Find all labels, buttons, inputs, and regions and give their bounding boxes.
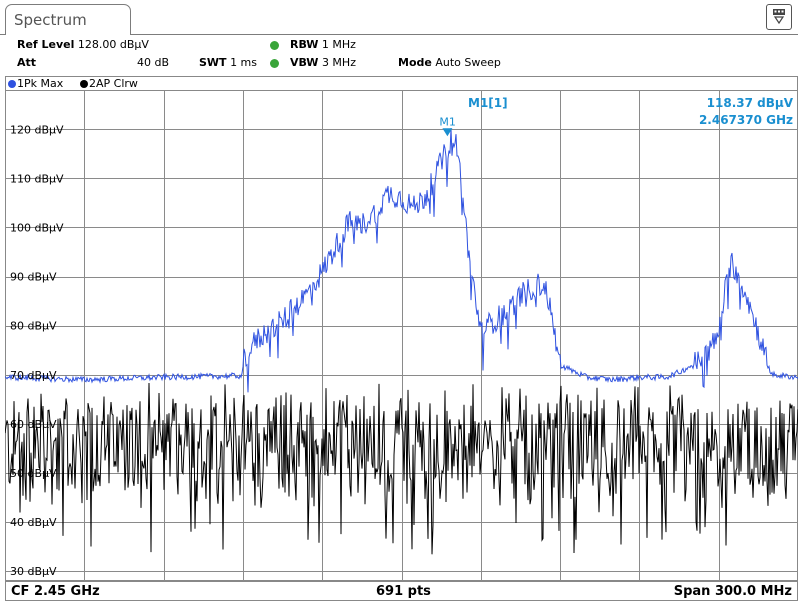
status-footer: CF 2.45 GHz 691 pts Span 300.0 MHz bbox=[5, 581, 798, 601]
tab-bar: Spectrum bbox=[0, 0, 798, 36]
trace1-label[interactable]: 1Pk Max bbox=[17, 77, 64, 90]
ref-level-value: 128.00 dBµV bbox=[77, 38, 149, 51]
y-tick-label: 90 dBµV bbox=[10, 271, 57, 284]
trace2-dot-icon bbox=[80, 80, 88, 88]
trace-1pk-max bbox=[4, 128, 798, 393]
ref-level-label: Ref Level bbox=[17, 38, 75, 51]
y-tick-label: 60 dBµV bbox=[10, 418, 57, 431]
mode-label: Mode bbox=[398, 56, 432, 69]
vbw-value: 3 MHz bbox=[321, 56, 356, 69]
trace-2ap-clrw-line bbox=[4, 382, 798, 555]
y-tick-label: 50 dBµV bbox=[10, 467, 57, 480]
vbw-readout: VBW 3 MHz bbox=[290, 56, 356, 70]
trace1-dot-icon bbox=[8, 80, 16, 88]
att-readout: Att bbox=[17, 56, 36, 70]
marker-triangle-icon bbox=[442, 128, 453, 137]
rbw-value: 1 MHz bbox=[321, 38, 356, 51]
mode-readout: Mode Auto Sweep bbox=[398, 56, 501, 70]
marker-level-readout: 118.37 dBµV bbox=[706, 96, 793, 110]
rbw-readout: RBW 1 MHz bbox=[290, 38, 356, 52]
tab-underline bbox=[0, 34, 798, 35]
ref-level-readout: Ref Level 128.00 dBµV bbox=[17, 38, 149, 52]
swt-label: SWT bbox=[199, 56, 227, 69]
y-tick-label: 120 dBµV bbox=[10, 123, 64, 136]
trace-legend: 1Pk Max 2AP Clrw bbox=[5, 76, 798, 91]
y-tick-label: 80 dBµV bbox=[10, 320, 57, 333]
trace2-label[interactable]: 2AP Clrw bbox=[89, 77, 138, 90]
mode-value: Auto Sweep bbox=[435, 56, 501, 69]
marker-m1-label: M1 bbox=[439, 115, 456, 128]
att-value: 40 dB bbox=[137, 56, 170, 69]
sweep-points: 691 pts bbox=[376, 584, 431, 599]
y-tick-label: 30 dBµV bbox=[10, 565, 57, 578]
spectrum-plot[interactable]: 30 dBµV 40 dBµV 50 dBµV 60 dBµV 70 dBµV 80 dB… bbox=[4, 90, 798, 581]
att-label: Att bbox=[17, 56, 37, 69]
trace-1pk-max-line bbox=[4, 128, 798, 393]
swt-readout: SWT 1 ms bbox=[199, 56, 257, 70]
rbw-indicator-icon bbox=[270, 41, 279, 50]
tab-spectrum-label: Spectrum bbox=[14, 11, 87, 29]
center-frequency: CF 2.45 GHz bbox=[11, 584, 100, 599]
trace-2ap-clrw bbox=[4, 382, 798, 555]
tab-gap bbox=[6, 34, 130, 35]
vbw-label: VBW bbox=[290, 56, 319, 69]
plot-frame bbox=[5, 90, 798, 581]
marker-m1[interactable]: M1 bbox=[439, 115, 456, 137]
span-value: Span 300.0 MHz bbox=[673, 584, 792, 599]
window-menu-button[interactable] bbox=[766, 4, 792, 30]
marker-readout-label: M1[1] bbox=[468, 96, 508, 110]
rbw-label: RBW bbox=[290, 38, 319, 51]
y-tick-label: 40 dBµV bbox=[10, 516, 57, 529]
vbw-indicator-icon bbox=[270, 59, 279, 68]
window-menu-icon bbox=[773, 9, 785, 25]
spectrum-plot-svg: 30 dBµV 40 dBµV 50 dBµV 60 dBµV 70 dBµV 80 dB… bbox=[4, 90, 798, 581]
tab-spectrum[interactable]: Spectrum bbox=[5, 4, 131, 35]
y-tick-label: 110 dBµV bbox=[10, 172, 64, 185]
marker-freq-readout: 2.467370 GHz bbox=[698, 113, 793, 127]
y-tick-label: 70 dBµV bbox=[10, 369, 57, 382]
y-tick-labels: 30 dBµV 40 dBµV 50 dBµV 60 dBµV 70 dBµV 80 dB… bbox=[10, 123, 64, 578]
y-tick-label: 100 dBµV bbox=[10, 222, 64, 235]
swt-value: 1 ms bbox=[230, 56, 258, 69]
